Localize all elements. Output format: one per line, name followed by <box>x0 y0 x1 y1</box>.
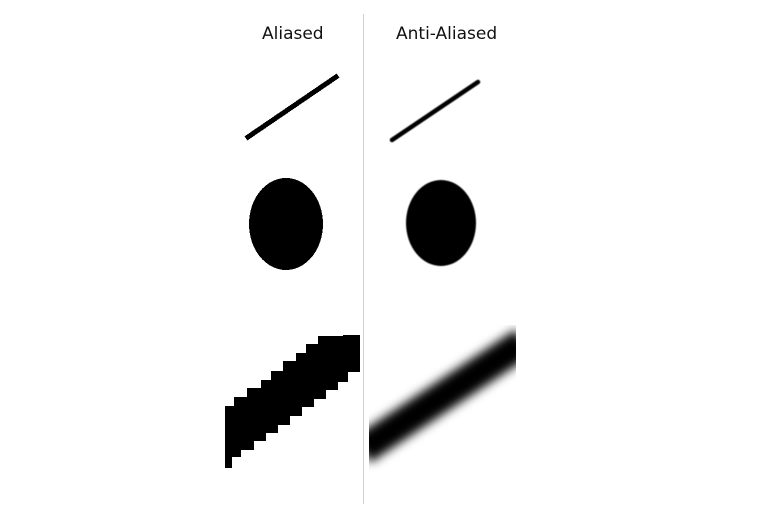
anti-aliased-column <box>362 82 524 450</box>
anti-aliased-zoomed-stroke <box>362 342 524 450</box>
anti-aliased-thin-line <box>392 82 478 140</box>
aliased-column <box>225 77 360 468</box>
aliased-zoomed-stroke <box>225 335 360 468</box>
aliased-thin-line <box>248 77 336 137</box>
anti-aliased-circle <box>406 180 476 266</box>
aliased-circle <box>249 178 323 270</box>
